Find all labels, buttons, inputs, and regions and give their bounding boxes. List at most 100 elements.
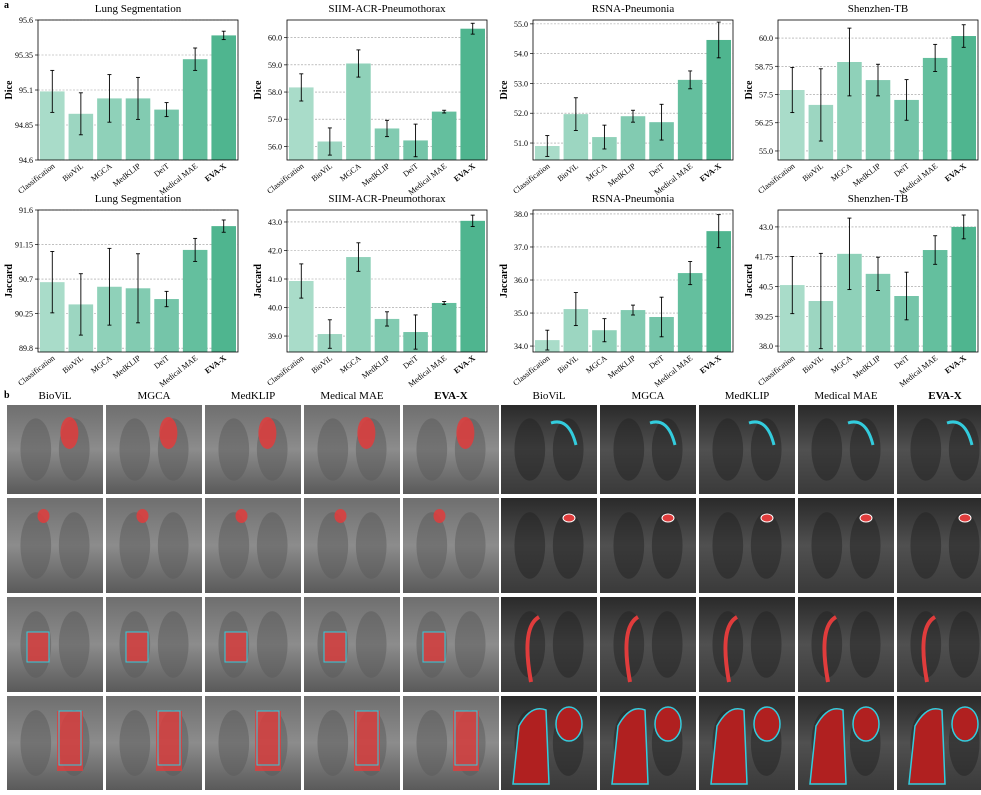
column-header: EVA-X <box>434 390 467 402</box>
x-tick-label: DeiT <box>152 353 171 370</box>
lung-shadow <box>652 611 683 678</box>
y-tick-label: 59.0 <box>268 61 282 70</box>
chart-title: SIIM-ACR-Pneumothorax <box>328 3 446 15</box>
x-tick-label: BioViL <box>556 353 581 375</box>
x-tick-label: DeiT <box>401 353 420 370</box>
column-header: MedKLIP <box>725 390 770 402</box>
y-tick-label: 90.7 <box>19 275 33 284</box>
x-tick-label: BioViL <box>61 353 86 375</box>
lung-shadow <box>514 512 545 579</box>
lung-shadow <box>910 418 941 480</box>
mask <box>357 417 375 449</box>
mask <box>159 417 177 449</box>
y-tick-label: 95.35 <box>15 51 33 60</box>
y-tick-label: 51.0 <box>514 139 528 148</box>
bar <box>951 36 976 160</box>
lung-shadow <box>455 611 486 678</box>
y-tick-label: 35.0 <box>514 309 528 318</box>
mask <box>853 707 879 741</box>
y-tick-label: 40.0 <box>268 304 282 313</box>
y-axis-label: Dice <box>744 80 755 99</box>
lung-shadow <box>949 611 980 678</box>
y-tick-label: 55.0 <box>759 147 773 156</box>
x-tick-label: MGCA <box>584 353 609 375</box>
mask <box>952 707 978 741</box>
lung-shadow <box>811 418 842 480</box>
chart-title: SIIM-ACR-Pneumothorax <box>328 193 446 205</box>
mask <box>556 707 582 741</box>
x-tick-label: Classification <box>511 161 551 195</box>
figure: a b Lung SegmentationDice94.694.8595.195… <box>0 0 981 790</box>
lung-shadow <box>811 512 842 579</box>
mask <box>156 711 182 771</box>
x-tick-label: EVA-X <box>452 353 477 375</box>
bar <box>183 59 208 160</box>
x-tick-label: MGCA <box>829 161 854 183</box>
x-tick-label: EVA-X <box>203 161 228 183</box>
y-tick-label: 42.0 <box>268 246 282 255</box>
chart-title: Lung Segmentation <box>95 193 182 205</box>
mask <box>354 711 380 771</box>
x-tick-label: DeiT <box>647 353 666 370</box>
lung-shadow <box>416 512 447 579</box>
mask <box>334 509 346 523</box>
lung-shadow <box>613 418 644 480</box>
x-tick-label: EVA-X <box>943 161 968 183</box>
mask <box>433 509 445 523</box>
y-tick-label: 90.25 <box>15 310 33 319</box>
x-tick-label: EVA-X <box>203 353 228 375</box>
column-header: BioViL <box>533 390 566 402</box>
y-tick-label: 37.0 <box>514 243 528 252</box>
lung-shadow <box>119 710 150 776</box>
y-tick-label: 58.75 <box>755 62 773 71</box>
x-tick-label: EVA-X <box>452 161 477 183</box>
lung-shadow <box>119 418 150 480</box>
mask <box>423 632 445 662</box>
mask <box>37 509 49 523</box>
bar <box>460 221 485 352</box>
x-tick-label: Classification <box>756 353 796 387</box>
y-tick-label: 91.15 <box>15 241 33 250</box>
x-tick-label: DeiT <box>647 161 666 178</box>
y-tick-label: 38.0 <box>759 342 773 351</box>
mask <box>662 514 674 522</box>
bar <box>923 58 948 160</box>
y-axis-label: Dice <box>499 80 510 99</box>
lung-shadow <box>751 611 782 678</box>
bar <box>621 116 646 160</box>
bar <box>951 227 976 352</box>
column-header: Medical MAE <box>320 390 384 402</box>
column-header: MedKLIP <box>231 390 276 402</box>
y-tick-label: 41.0 <box>268 275 282 284</box>
mask <box>136 509 148 523</box>
x-tick-label: DeiT <box>892 161 911 178</box>
mask <box>258 417 276 449</box>
lung-shadow <box>158 512 189 579</box>
y-tick-label: 53.0 <box>514 79 528 88</box>
lung-shadow <box>218 418 249 480</box>
x-tick-label: DeiT <box>892 353 911 370</box>
chart-title: RSNA-Pneumonia <box>592 193 675 205</box>
mask <box>126 632 148 662</box>
y-tick-label: 56.25 <box>755 119 773 128</box>
bar <box>460 29 485 160</box>
y-tick-label: 43.0 <box>759 223 773 232</box>
y-axis-label: Dice <box>253 80 264 99</box>
y-axis-label: Dice <box>4 80 15 99</box>
x-tick-label: BioViL <box>61 161 86 183</box>
y-tick-label: 95.1 <box>19 86 33 95</box>
lung-shadow <box>59 512 90 579</box>
x-tick-label: MGCA <box>338 161 363 183</box>
lung-shadow <box>553 611 584 678</box>
y-tick-label: 55.0 <box>514 20 528 29</box>
mask <box>860 514 872 522</box>
x-tick-label: Classification <box>511 353 551 387</box>
column-header: MGCA <box>631 390 664 402</box>
chart-title: Shenzhen-TB <box>848 3 908 15</box>
x-tick-label: MedKLIP <box>360 353 392 380</box>
lung-shadow <box>59 611 90 678</box>
mask <box>255 711 281 771</box>
mask <box>60 417 78 449</box>
lung-shadow <box>317 710 348 776</box>
column-header: BioViL <box>39 390 72 402</box>
